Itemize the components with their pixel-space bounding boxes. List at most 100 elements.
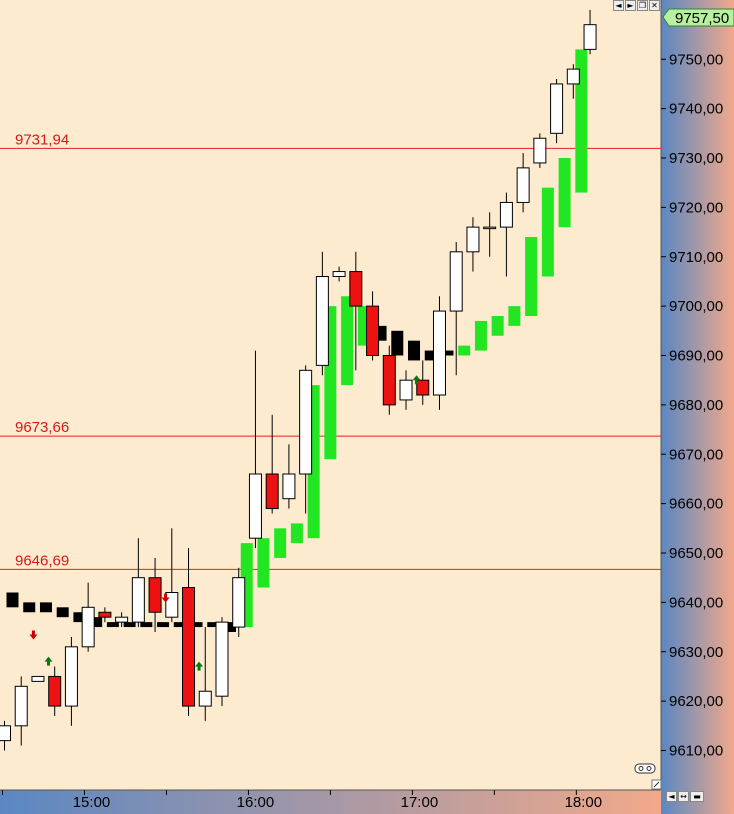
x-tick-label: 16:00	[237, 794, 275, 811]
candle[interactable]	[516, 153, 530, 213]
candle-body-up	[399, 379, 413, 401]
candles	[0, 9, 597, 751]
candle[interactable]	[566, 64, 580, 99]
horizontal-line-label: 9731,94	[15, 131, 69, 148]
candle-body-up	[282, 473, 296, 500]
overlay-bar	[408, 340, 421, 361]
candle[interactable]	[0, 720, 11, 751]
overlay-bar	[6, 592, 19, 608]
candle[interactable]	[165, 528, 179, 623]
candle[interactable]	[366, 291, 380, 361]
candle[interactable]	[499, 192, 513, 277]
y-tick-label: 9730,00	[669, 150, 723, 167]
candle[interactable]	[315, 251, 329, 376]
overlay-bar	[575, 49, 588, 193]
overlay-bar	[541, 187, 554, 277]
price-axis-panel[interactable]	[661, 0, 734, 814]
y-tick-label: 9710,00	[669, 249, 723, 266]
arrow-left-icon[interactable]: ◄	[613, 0, 624, 11]
candle-body-up	[533, 137, 547, 164]
y-tick-label: 9740,00	[669, 101, 723, 118]
candle-body-up	[449, 251, 463, 312]
candle-body-up	[14, 685, 28, 727]
candle[interactable]	[382, 345, 396, 415]
overlay-bar	[341, 296, 354, 386]
candle[interactable]	[14, 676, 28, 746]
overlay-bar	[223, 622, 236, 632]
signal-arrows	[29, 375, 421, 671]
candle[interactable]	[416, 360, 430, 405]
candle-body-up	[550, 83, 564, 134]
scroll-left-icon[interactable]: ◄	[666, 791, 677, 802]
candle[interactable]	[282, 444, 296, 509]
y-tick-label: 9650,00	[669, 545, 723, 562]
overlay-bar	[458, 345, 471, 356]
candle[interactable]	[483, 212, 497, 257]
overlay-bar	[525, 237, 538, 316]
overlay-bar	[274, 528, 287, 558]
candle-body-down	[265, 473, 279, 510]
overlay-bar	[23, 602, 36, 613]
candle[interactable]	[198, 627, 212, 721]
y-tick-label: 9700,00	[669, 298, 723, 315]
close-icon[interactable]: ✕	[649, 0, 660, 11]
candle[interactable]	[81, 582, 95, 652]
restore-icon[interactable]: ❐	[637, 0, 648, 11]
candle[interactable]	[148, 557, 162, 632]
overlay-bar	[39, 602, 52, 613]
horizontal-lines: 9731,94 9673,66 9646,69	[0, 131, 661, 570]
sell-arrow-icon	[161, 593, 170, 603]
candle-body-down	[349, 271, 363, 307]
candle[interactable]	[583, 9, 597, 55]
candle[interactable]	[265, 414, 279, 514]
candle-body-up	[432, 310, 446, 396]
candle[interactable]	[182, 548, 196, 716]
candle[interactable]	[64, 636, 78, 726]
candle-body-up	[215, 621, 229, 697]
scroll-both-icon[interactable]: ↔	[678, 791, 689, 802]
candle[interactable]	[115, 612, 129, 628]
candle[interactable]	[332, 266, 346, 282]
candle[interactable]	[215, 617, 229, 707]
candle[interactable]	[432, 296, 446, 410]
scroll-end-icon[interactable]: ▬	[690, 791, 704, 802]
candle-body-up	[131, 577, 145, 623]
resize-corner-icon[interactable]	[651, 779, 662, 790]
overlay-bar	[190, 622, 203, 628]
buy-arrow-icon	[412, 375, 421, 385]
candle[interactable]	[349, 251, 363, 371]
candle[interactable]	[98, 607, 112, 623]
candle[interactable]	[232, 567, 246, 637]
price-axis: 9610,00 9620,00 9630,00 9640,00 9650,00 9660,…	[661, 51, 723, 760]
candle[interactable]	[449, 241, 463, 376]
candle-body-up	[0, 725, 11, 742]
candle[interactable]	[399, 370, 413, 410]
candle-body-down	[148, 577, 162, 613]
arrow-right-icon[interactable]: ►	[625, 0, 636, 11]
zoom-icon[interactable]	[634, 763, 656, 774]
overlay-bar	[73, 612, 86, 623]
candle[interactable]	[550, 79, 564, 144]
candle-body-up	[232, 577, 246, 628]
candle[interactable]	[131, 538, 145, 628]
overlay-bar	[56, 607, 69, 618]
candle-body-up	[315, 276, 329, 366]
candle-body-down	[48, 675, 62, 707]
x-tick-label: 18:00	[565, 794, 603, 811]
candle[interactable]	[533, 133, 547, 168]
overlay-bar	[207, 622, 220, 628]
y-tick-label: 9680,00	[669, 397, 723, 414]
current-price-label: 9757,50	[675, 10, 729, 27]
candle[interactable]	[248, 350, 262, 549]
candle[interactable]	[31, 675, 45, 682]
overlay-bar	[90, 617, 103, 628]
candle[interactable]	[299, 365, 313, 514]
candle[interactable]	[48, 666, 62, 716]
candle-body-down	[182, 587, 196, 707]
candle[interactable]	[466, 217, 480, 272]
buy-arrow-icon	[44, 656, 53, 666]
candle-body-up	[583, 24, 597, 50]
sell-arrow-icon	[29, 630, 38, 640]
